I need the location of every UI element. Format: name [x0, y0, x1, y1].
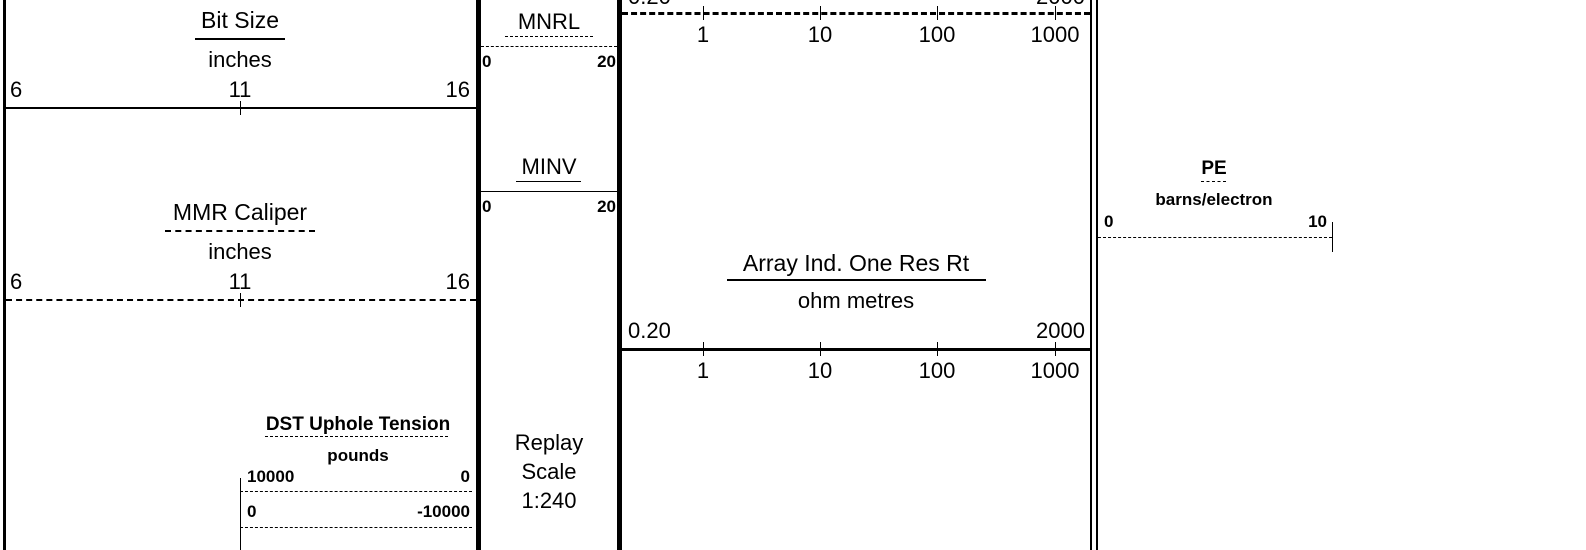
array-ind-title-underline — [727, 279, 986, 281]
replay-line1: Replay — [514, 430, 584, 455]
dst-scale2-left: 0 — [247, 502, 257, 521]
array-ind-tick-1 — [703, 342, 704, 356]
dst-scale2-right: -10000 — [417, 502, 470, 521]
bit-size-title: Bit Size — [201, 7, 279, 33]
top-scale-tick-1000 — [1055, 6, 1056, 20]
top-scale-tick-10 — [820, 6, 821, 20]
top-scale-label-1000: 1000 — [1030, 22, 1080, 47]
track2-right-border-a — [1090, 0, 1092, 550]
mmr-caliper-title: MMR Caliper — [172, 199, 308, 225]
replay-line2: Scale — [521, 459, 577, 484]
pe-title-underline — [1201, 181, 1226, 182]
mnrl-title: MNRL — [517, 9, 581, 34]
minv-title: MINV — [521, 154, 577, 179]
pe-curve-line — [1098, 237, 1332, 238]
mmr-caliper-scale-right: 16 — [445, 269, 470, 294]
array-ind-unit: ohm metres — [797, 288, 915, 313]
pe-scale-left: 0 — [1104, 212, 1114, 231]
bit-size-title-underline — [195, 38, 285, 40]
array-ind-curve-line — [622, 348, 1090, 351]
mnrl-title-underline — [505, 36, 593, 37]
mmr-caliper-title-underline — [165, 230, 315, 232]
array-ind-tick-10 — [820, 342, 821, 356]
mmr-caliper-unit: inches — [208, 239, 272, 264]
dst-scale1-line — [240, 491, 472, 492]
pe-scale-right: 10 — [1308, 212, 1327, 231]
bit-size-scale-left: 6 — [10, 77, 23, 102]
mnrl-curve-line — [481, 46, 617, 47]
minv-curve-line — [481, 191, 617, 192]
mnrl-scale-right: 20 — [597, 52, 616, 71]
dst-scale1-left: 10000 — [247, 467, 295, 486]
mmr-caliper-scale-mid: 11 — [228, 269, 252, 294]
bit-size-unit: inches — [208, 47, 272, 72]
bit-size-mid-tick — [240, 101, 241, 115]
dst-scale2-line — [240, 527, 472, 528]
track2-right-border-b — [1096, 0, 1098, 550]
dst-tension-unit: pounds — [327, 446, 389, 465]
top-scale-label-10: 10 — [807, 22, 833, 47]
track1-left-border — [3, 0, 6, 550]
dst-tension-left-edge — [240, 478, 241, 550]
array-ind-label-1000: 1000 — [1030, 358, 1080, 383]
bit-size-scale-mid: 11 — [228, 77, 252, 102]
mmr-caliper-mid-tick — [240, 293, 241, 307]
top-scale-curve-line — [622, 12, 1090, 15]
top-scale-left-partial: 0.20 — [628, 0, 671, 10]
top-scale-label-1: 1 — [696, 22, 710, 47]
bit-size-scale-right: 16 — [445, 77, 470, 102]
track1-right-border — [476, 0, 481, 550]
dst-tension-title-underline — [265, 436, 448, 437]
pe-title: PE — [1201, 158, 1227, 179]
minv-scale-left: 0 — [482, 197, 492, 216]
array-ind-title: Array Ind. One Res Rt — [742, 250, 970, 276]
dst-scale1-right: 0 — [460, 467, 470, 486]
mnrl-scale-left: 0 — [482, 52, 492, 71]
array-ind-scale-right: 2000 — [1036, 318, 1085, 343]
pe-unit: barns/electron — [1155, 190, 1273, 209]
minv-scale-right: 20 — [597, 197, 616, 216]
top-scale-tick-1 — [703, 6, 704, 20]
dst-tension-title: DST Uphole Tension — [265, 414, 451, 435]
array-ind-label-10: 10 — [807, 358, 833, 383]
pe-right-edge — [1332, 222, 1333, 252]
array-ind-tick-100 — [937, 342, 938, 356]
top-scale-tick-100 — [937, 6, 938, 20]
mmr-caliper-scale-left: 6 — [10, 269, 23, 294]
top-scale-label-100: 100 — [918, 22, 956, 47]
depth-track-right-border — [617, 0, 622, 550]
array-ind-tick-1000 — [1055, 342, 1056, 356]
array-ind-label-1: 1 — [696, 358, 710, 383]
array-ind-scale-left: 0.20 — [628, 318, 671, 343]
array-ind-label-100: 100 — [918, 358, 956, 383]
replay-line3: 1:240 — [521, 488, 577, 513]
minv-title-underline — [516, 181, 581, 182]
mmr-caliper-curve-line — [6, 299, 476, 301]
top-scale-right-partial: 2000 — [1036, 0, 1085, 10]
bit-size-curve-line — [6, 107, 476, 109]
